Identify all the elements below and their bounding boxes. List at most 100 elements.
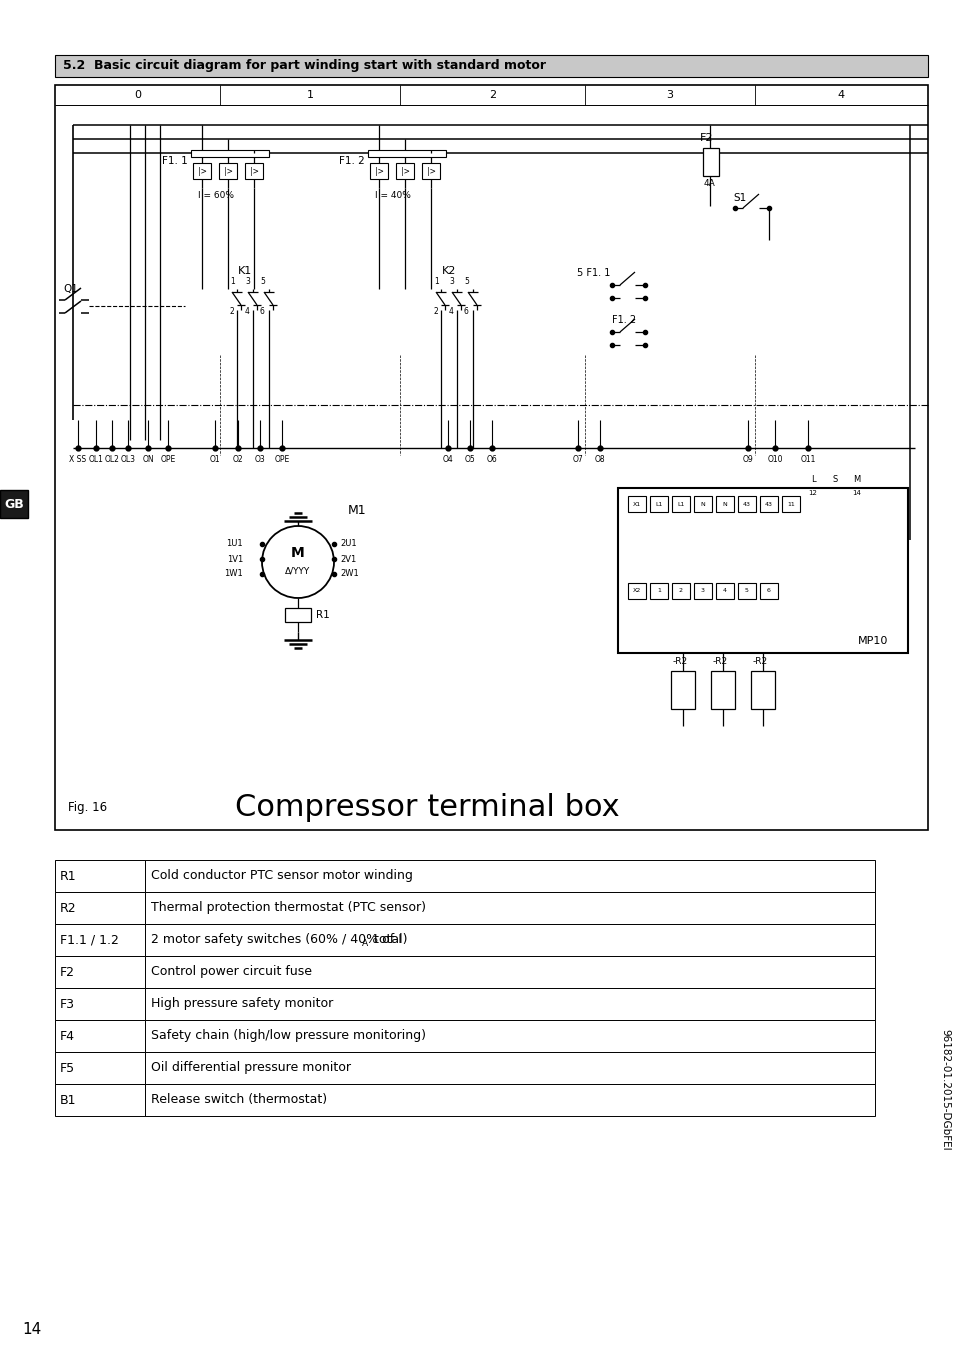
Text: |>: |> — [375, 167, 383, 176]
Bar — [55, 1052, 145, 1085]
Text: |>: |> — [250, 167, 258, 176]
Text: total): total) — [369, 933, 407, 946]
Bar — [671, 496, 689, 512]
Text: O3: O3 — [254, 455, 265, 464]
Bar — [649, 584, 667, 598]
Text: 4A: 4A — [703, 180, 715, 188]
Bar — [760, 584, 778, 598]
Bar — [245, 162, 263, 179]
Text: ON: ON — [142, 455, 153, 464]
Text: R2: R2 — [60, 902, 76, 914]
Text: Release switch (thermostat): Release switch (thermostat) — [151, 1094, 327, 1106]
Text: 11: 11 — [786, 501, 794, 506]
Text: 3: 3 — [449, 278, 454, 287]
Text: |>: |> — [426, 167, 435, 176]
Text: F2: F2 — [60, 965, 75, 979]
Text: 2: 2 — [679, 589, 682, 593]
Text: F5: F5 — [60, 1062, 75, 1075]
Text: S1: S1 — [732, 194, 745, 203]
Text: Thermal protection thermostat (PTC sensor): Thermal protection thermostat (PTC senso… — [151, 902, 426, 914]
Text: Oil differential pressure monitor: Oil differential pressure monitor — [151, 1062, 351, 1075]
Text: 2V1: 2V1 — [339, 555, 355, 563]
Text: 3: 3 — [700, 589, 704, 593]
Bar — [750, 672, 774, 709]
Text: 5 F1. 1: 5 F1. 1 — [577, 268, 610, 278]
Bar — [55, 1020, 145, 1052]
Text: O4: O4 — [442, 455, 453, 464]
Text: Safety chain (high/low pressure monitoring): Safety chain (high/low pressure monitori… — [151, 1029, 426, 1043]
Text: O6: O6 — [486, 455, 497, 464]
Text: I = 60%: I = 60% — [198, 191, 233, 200]
Text: M1: M1 — [348, 504, 366, 516]
Text: OL1: OL1 — [89, 455, 103, 464]
Bar — [55, 892, 145, 923]
Text: O7: O7 — [572, 455, 583, 464]
Text: Cold conductor PTC sensor motor winding: Cold conductor PTC sensor motor winding — [151, 869, 413, 883]
Bar — [55, 56, 927, 77]
Text: I = 40%: I = 40% — [375, 191, 411, 200]
Text: -R2: -R2 — [712, 658, 727, 666]
Text: K2: K2 — [441, 265, 456, 276]
Bar — [716, 584, 733, 598]
Text: F3: F3 — [60, 998, 75, 1010]
Text: F1.1 / 1.2: F1.1 / 1.2 — [60, 933, 119, 946]
Text: F1. 2: F1. 2 — [339, 156, 365, 167]
Text: |>: |> — [223, 167, 233, 176]
Bar — [395, 162, 414, 179]
Text: 2: 2 — [230, 307, 234, 317]
Text: 1: 1 — [230, 278, 234, 287]
Bar — [55, 860, 145, 892]
Bar — [55, 923, 145, 956]
Bar — [145, 860, 874, 892]
Text: X1: X1 — [632, 501, 640, 506]
Bar — [421, 162, 439, 179]
Text: X SS: X SS — [70, 455, 87, 464]
Bar — [710, 672, 734, 709]
Bar — [627, 584, 645, 598]
Text: R1: R1 — [315, 611, 330, 620]
Bar — [145, 956, 874, 988]
Text: 43: 43 — [764, 501, 772, 506]
Text: High pressure safety monitor: High pressure safety monitor — [151, 998, 333, 1010]
Text: Q1: Q1 — [63, 284, 78, 294]
Text: OL3: OL3 — [120, 455, 135, 464]
Text: Fig. 16: Fig. 16 — [68, 802, 107, 815]
Text: O9: O9 — [741, 455, 753, 464]
Text: M: M — [291, 546, 305, 561]
Text: O8: O8 — [594, 455, 604, 464]
Bar — [55, 988, 145, 1020]
Bar — [738, 496, 755, 512]
Text: 2W1: 2W1 — [339, 570, 358, 578]
Bar — [760, 496, 778, 512]
Bar — [55, 1085, 145, 1116]
Text: 1V1: 1V1 — [227, 555, 243, 563]
Text: 2U1: 2U1 — [339, 539, 356, 548]
Text: OL2: OL2 — [105, 455, 119, 464]
Bar — [649, 496, 667, 512]
Text: O2: O2 — [233, 455, 243, 464]
Text: 14: 14 — [22, 1323, 41, 1338]
Text: F1. 1: F1. 1 — [162, 156, 188, 167]
Text: F2: F2 — [700, 133, 713, 144]
Text: 6: 6 — [260, 307, 265, 317]
Text: 43: 43 — [742, 501, 750, 506]
Text: O10: O10 — [766, 455, 781, 464]
Text: 4: 4 — [837, 89, 844, 100]
Bar — [670, 672, 695, 709]
Bar — [368, 150, 446, 157]
Text: |>: |> — [197, 167, 206, 176]
Text: 12: 12 — [808, 490, 817, 496]
Bar — [738, 584, 755, 598]
Text: OPE: OPE — [274, 455, 290, 464]
Bar — [55, 956, 145, 988]
Bar — [145, 923, 874, 956]
Bar — [618, 487, 907, 653]
Bar — [219, 162, 236, 179]
Text: Control power circuit fuse: Control power circuit fuse — [151, 965, 312, 979]
Text: N: N — [721, 501, 726, 506]
Text: 1W1: 1W1 — [224, 570, 243, 578]
Text: O1: O1 — [210, 455, 220, 464]
Text: 4: 4 — [245, 307, 250, 317]
Text: -R2: -R2 — [752, 658, 767, 666]
Bar — [145, 1020, 874, 1052]
